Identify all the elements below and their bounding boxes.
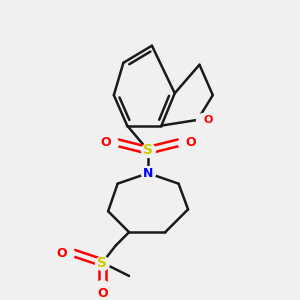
Text: O: O xyxy=(97,287,108,300)
Text: S: S xyxy=(143,143,153,157)
Text: O: O xyxy=(185,136,196,149)
Text: O: O xyxy=(203,115,213,125)
Text: N: N xyxy=(143,167,153,180)
Text: O: O xyxy=(100,136,111,149)
Text: S: S xyxy=(98,256,107,270)
Text: O: O xyxy=(57,247,67,260)
